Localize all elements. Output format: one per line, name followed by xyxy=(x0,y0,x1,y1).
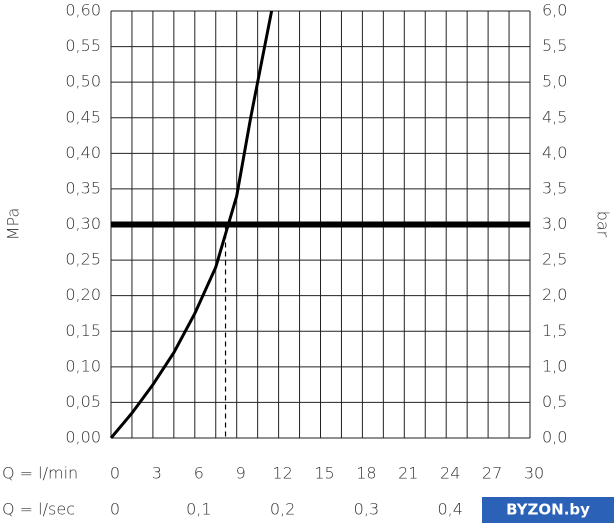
x2-tick-label: 0,4 xyxy=(437,500,462,519)
y2-tick-label: 0,5 xyxy=(542,392,567,411)
y-tick-label: 0,35 xyxy=(65,178,101,197)
y-tick-label: 0,10 xyxy=(65,356,101,375)
x-axis-label: Q = l/min xyxy=(2,464,78,483)
x-tick-label: 27 xyxy=(482,464,502,483)
y2-tick-label: 5,5 xyxy=(542,36,567,55)
y2-tick-label: 3,0 xyxy=(542,214,567,233)
y2-tick-label: 0,0 xyxy=(542,428,567,447)
series-line xyxy=(109,10,274,439)
y-tick-label: 0,50 xyxy=(65,72,101,91)
y-tick-label: 0,60 xyxy=(65,1,101,20)
x-tick-label: 18 xyxy=(356,464,376,483)
y-axis-label: MPa xyxy=(4,208,23,241)
y-tick-label: 0,25 xyxy=(65,250,101,269)
y-tick-label: 0,05 xyxy=(65,392,101,411)
x-tick-label: 24 xyxy=(440,464,460,483)
y-tick-label: 0,20 xyxy=(65,285,101,304)
x-tick-label: 21 xyxy=(398,464,418,483)
y2-tick-label: 1,5 xyxy=(542,321,567,340)
y2-tick-label: 1,0 xyxy=(542,356,567,375)
x-tick-label: 0 xyxy=(110,464,120,483)
x-tick-label: 6 xyxy=(194,464,204,483)
y-tick-label: 0,45 xyxy=(65,107,101,126)
x-tick-label: 9 xyxy=(236,464,246,483)
x2-axis-label: Q = l/sec xyxy=(2,500,75,519)
y2-tick-label: 4,5 xyxy=(542,107,567,126)
y-tick-label: 0,00 xyxy=(65,428,101,447)
x-tick-label: 12 xyxy=(272,464,292,483)
y-tick-label: 0,55 xyxy=(65,36,101,55)
y2-tick-label: 2,0 xyxy=(542,285,567,304)
y2-tick-label: 5,0 xyxy=(542,72,567,91)
x2-tick-label: 0,2 xyxy=(270,500,295,519)
x-tick-label: 30 xyxy=(524,464,544,483)
y2-tick-label: 6,0 xyxy=(542,1,567,20)
y2-tick-label: 2,5 xyxy=(542,250,567,269)
y2-tick-label: 4,0 xyxy=(542,143,567,162)
watermark-bg xyxy=(482,497,614,523)
y-tick-label: 0,40 xyxy=(65,143,101,162)
x-tick-label: 15 xyxy=(314,464,334,483)
x-tick-label: 3 xyxy=(152,464,162,483)
y-tick-label: 0,15 xyxy=(65,321,101,340)
x2-tick-label: 0 xyxy=(110,500,120,519)
x2-tick-label: 0,1 xyxy=(186,500,211,519)
watermark: BYZON.by xyxy=(506,501,590,519)
x2-tick-label: 0,3 xyxy=(354,500,379,519)
y2-axis-label: bar xyxy=(594,211,613,238)
y2-tick-label: 3,5 xyxy=(542,178,567,197)
y-tick-label: 0,30 xyxy=(65,214,101,233)
